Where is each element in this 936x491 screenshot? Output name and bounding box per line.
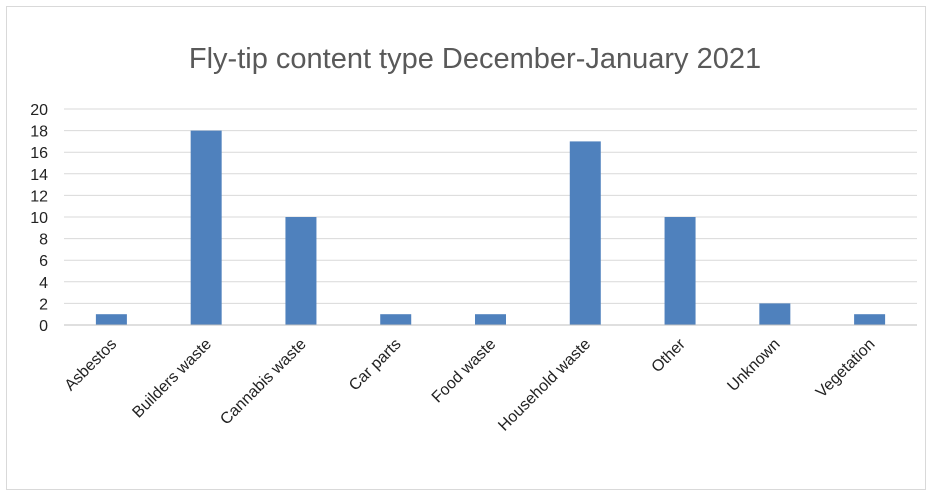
- y-tick-label: 20: [30, 102, 48, 119]
- x-tick-label: Cannabis waste: [217, 336, 310, 429]
- bars: [95, 130, 886, 325]
- x-axis-categories: Asbestos Builders waste Cannabis waste Car …: [62, 335, 879, 434]
- bar: [759, 303, 791, 325]
- y-axis-ticks: 0 2 4 6 8 10 12 14 16 18 20: [30, 102, 48, 335]
- y-tick-label: 0: [39, 318, 48, 335]
- y-tick-label: 12: [30, 188, 48, 205]
- x-tick-label: Unknown: [724, 336, 783, 395]
- bar: [569, 141, 601, 325]
- bar: [854, 314, 886, 325]
- x-tick-label: Car parts: [346, 336, 405, 395]
- x-tick-label: Vegetation: [813, 336, 878, 401]
- bar: [380, 314, 412, 325]
- bar: [475, 314, 506, 325]
- bar: [190, 130, 222, 325]
- y-tick-label: 2: [39, 296, 48, 313]
- x-tick-label: Builders waste: [129, 336, 215, 422]
- bar: [285, 217, 317, 325]
- y-tick-label: 14: [30, 167, 48, 184]
- x-tick-label: Food waste: [429, 336, 500, 407]
- y-tick-label: 4: [39, 275, 48, 292]
- y-tick-label: 8: [39, 232, 48, 249]
- x-tick-label: Asbestos: [62, 336, 121, 395]
- chart-title: Fly-tip content type December-January 20…: [189, 43, 761, 75]
- y-tick-label: 18: [30, 124, 48, 141]
- y-tick-label: 10: [30, 210, 48, 227]
- chart-frame: [6, 6, 926, 490]
- x-tick-label: Other: [649, 335, 690, 376]
- bar: [95, 314, 127, 325]
- x-tick-label: Household waste: [495, 336, 594, 435]
- y-tick-label: 6: [39, 253, 48, 270]
- bar: [664, 217, 696, 325]
- y-tick-label: 16: [30, 145, 48, 162]
